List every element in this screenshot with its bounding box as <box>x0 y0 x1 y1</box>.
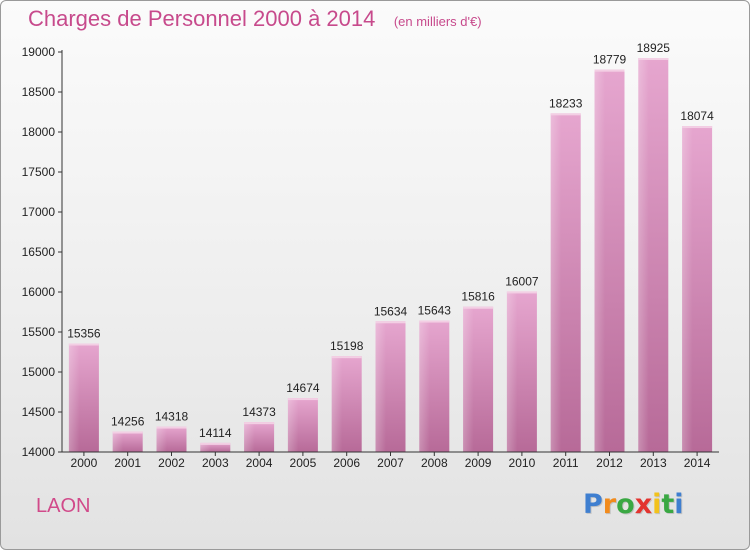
x-tick-label: 2007 <box>377 456 404 470</box>
bar-top-edge <box>682 126 713 129</box>
x-tick-label: 2005 <box>290 456 317 470</box>
bar-top-edge <box>594 69 625 72</box>
bar-top-edge <box>419 320 450 323</box>
x-tick-label: 2001 <box>114 456 141 470</box>
bar-top-edge <box>244 422 275 425</box>
bar-highlight <box>463 306 474 452</box>
bar-top-edge <box>463 306 494 309</box>
bar-top-edge <box>638 58 669 60</box>
bar-highlight <box>112 431 124 452</box>
proxiti-logo[interactable]: Proxiti <box>583 489 684 523</box>
x-tick-label: 2003 <box>202 456 229 470</box>
logo-letter: x <box>634 489 653 520</box>
y-tick-label: 18500 <box>22 85 56 99</box>
y-tick-label: 16500 <box>22 245 56 259</box>
bar-top-edge <box>68 343 99 346</box>
bar-highlight <box>287 398 299 452</box>
bar-top-edge <box>375 321 406 324</box>
x-tick-label: 2002 <box>158 456 185 470</box>
data-label: 15356 <box>67 327 101 341</box>
logo-letter: i <box>674 489 684 520</box>
y-tick-label: 14500 <box>22 405 56 419</box>
y-tick-label: 19000 <box>22 45 56 59</box>
bar-highlight <box>156 426 167 452</box>
data-label: 15643 <box>418 304 452 318</box>
bar-highlight <box>638 58 649 452</box>
x-tick-label: 2009 <box>465 456 492 470</box>
x-tick-label: 2008 <box>421 456 448 470</box>
bar-highlight <box>682 126 693 452</box>
bar-highlight <box>506 291 518 452</box>
data-label: 16007 <box>505 274 539 288</box>
chart-title-block: Charges de Personnel 2000 à 2014 (en mil… <box>28 6 482 32</box>
bar-highlight <box>375 321 386 452</box>
bar <box>200 442 231 452</box>
bar-top-edge <box>287 398 318 401</box>
bar-highlight <box>244 422 255 452</box>
bar-top-edge <box>506 291 537 294</box>
bar-highlight <box>550 113 562 453</box>
logo-letter: r <box>602 489 617 520</box>
data-label: 14318 <box>155 410 189 424</box>
bar-highlight <box>419 320 430 452</box>
data-label: 14674 <box>286 381 320 395</box>
data-label: 14373 <box>242 405 276 419</box>
data-label: 15816 <box>461 290 495 304</box>
place-name: LAON <box>36 495 91 517</box>
bar-highlight <box>594 69 605 453</box>
logo-letter: t <box>661 489 675 520</box>
x-tick-label: 2000 <box>71 456 98 470</box>
bar-top-edge <box>550 113 581 116</box>
data-label: 18233 <box>549 96 583 110</box>
y-tick-label: 17000 <box>22 205 56 219</box>
bar-top-edge <box>112 431 143 434</box>
x-tick-label: 2011 <box>553 456 579 470</box>
bar-top-edge <box>156 426 187 429</box>
x-tick-label: 2004 <box>246 456 273 470</box>
y-tick-label: 18000 <box>22 125 56 139</box>
logo-letter: i <box>652 489 662 520</box>
data-label: 14256 <box>111 415 145 429</box>
y-tick-label: 15500 <box>22 325 56 339</box>
chart-title: Charges de Personnel 2000 à 2014 <box>28 6 376 31</box>
y-tick-label: 15000 <box>22 365 56 379</box>
bar-top-edge <box>331 356 362 359</box>
data-label: 18925 <box>637 41 671 55</box>
bar-highlight <box>200 442 211 452</box>
bar-highlight <box>68 343 80 452</box>
chart-subtitle: (en milliers d'€) <box>393 14 482 29</box>
data-label: 15634 <box>374 304 408 318</box>
data-label: 15198 <box>330 339 364 353</box>
data-label: 14114 <box>199 426 232 440</box>
x-tick-label: 2014 <box>684 456 711 470</box>
y-tick-label: 17500 <box>22 165 56 179</box>
y-tick-label: 14000 <box>22 445 56 459</box>
logo-letter: o <box>616 489 635 520</box>
x-tick-label: 2010 <box>509 456 536 470</box>
y-tick-label: 16000 <box>22 285 56 299</box>
data-label: 18779 <box>593 53 627 67</box>
data-label: 18074 <box>680 109 714 123</box>
bar-highlight <box>331 356 343 452</box>
x-tick-label: 2013 <box>640 456 667 470</box>
x-tick-label: 2012 <box>596 456 623 470</box>
bar-top-edge <box>200 442 231 445</box>
logo-letter: P <box>583 489 603 520</box>
x-tick-label: 2006 <box>333 456 360 470</box>
